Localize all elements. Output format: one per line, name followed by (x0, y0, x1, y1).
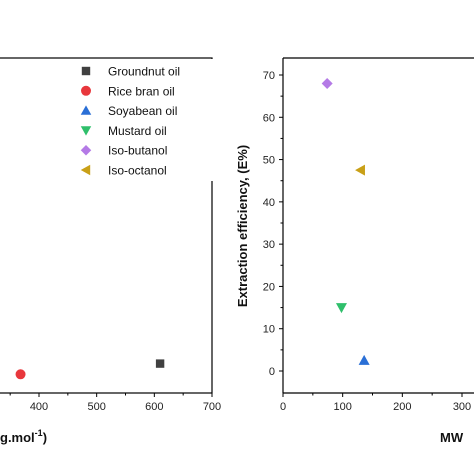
point-groundnut-oil (155, 359, 165, 368)
right-x-tick-label: 300 (453, 401, 471, 413)
point-soyabean-oil (358, 354, 370, 365)
right-x-tick-label: 200 (393, 401, 411, 413)
right-y-tick-label: 0 (269, 366, 275, 378)
right-x-axis-label: MW (440, 430, 464, 445)
right-y-tick-label: 40 (263, 197, 275, 209)
point-mustard-oil (335, 303, 347, 314)
legend-label-groundnut-oil: Groundnut oil (108, 65, 180, 79)
right-x-tick-label: 100 (333, 401, 351, 413)
point-iso-butanol (321, 77, 333, 89)
legend-box (64, 59, 216, 181)
legend-label-iso-octanol: Iso-octanol (108, 164, 167, 178)
legend-label-iso-butanol: Iso-butanol (108, 144, 167, 158)
legend-marker-mustard-oil (80, 126, 92, 136)
legend-label-rice-bran-oil: Rice bran oil (108, 84, 175, 98)
left-x-tick-label: 500 (87, 401, 105, 413)
right-y-tick-label: 50 (263, 155, 275, 167)
right-y-tick-label: 10 (263, 324, 275, 336)
right-y-tick-label: 20 (263, 281, 275, 293)
legend-label-mustard-oil: Mustard oil (108, 124, 167, 138)
right-y-tick-label: 60 (263, 112, 275, 124)
legend-label-soyabean-oil: Soyabean oil (108, 104, 177, 118)
right-y-tick-label: 30 (263, 239, 275, 251)
right-x-tick-label: 0 (280, 401, 286, 413)
point-iso-octanol (355, 164, 365, 176)
legend-marker-soyabean-oil (80, 105, 92, 115)
left-x-axis-label: g.mol-1) (0, 428, 47, 445)
legend-marker-iso-octanol (80, 164, 91, 176)
left-x-tick-label: 400 (30, 401, 48, 413)
left-x-tick-label: 600 (145, 401, 163, 413)
right-y-tick-label: 70 (263, 70, 275, 82)
right-y-axis-label: Extraction efficiency, (E%) (235, 145, 250, 307)
legend-marker-groundnut-oil (81, 66, 91, 76)
legend-marker-rice-bran-oil (81, 85, 91, 96)
left-x-tick-label: 700 (203, 401, 221, 413)
left-plot-frame (0, 57, 213, 394)
point-rice-bran-oil (15, 369, 26, 380)
legend-marker-iso-butanol (80, 144, 92, 156)
